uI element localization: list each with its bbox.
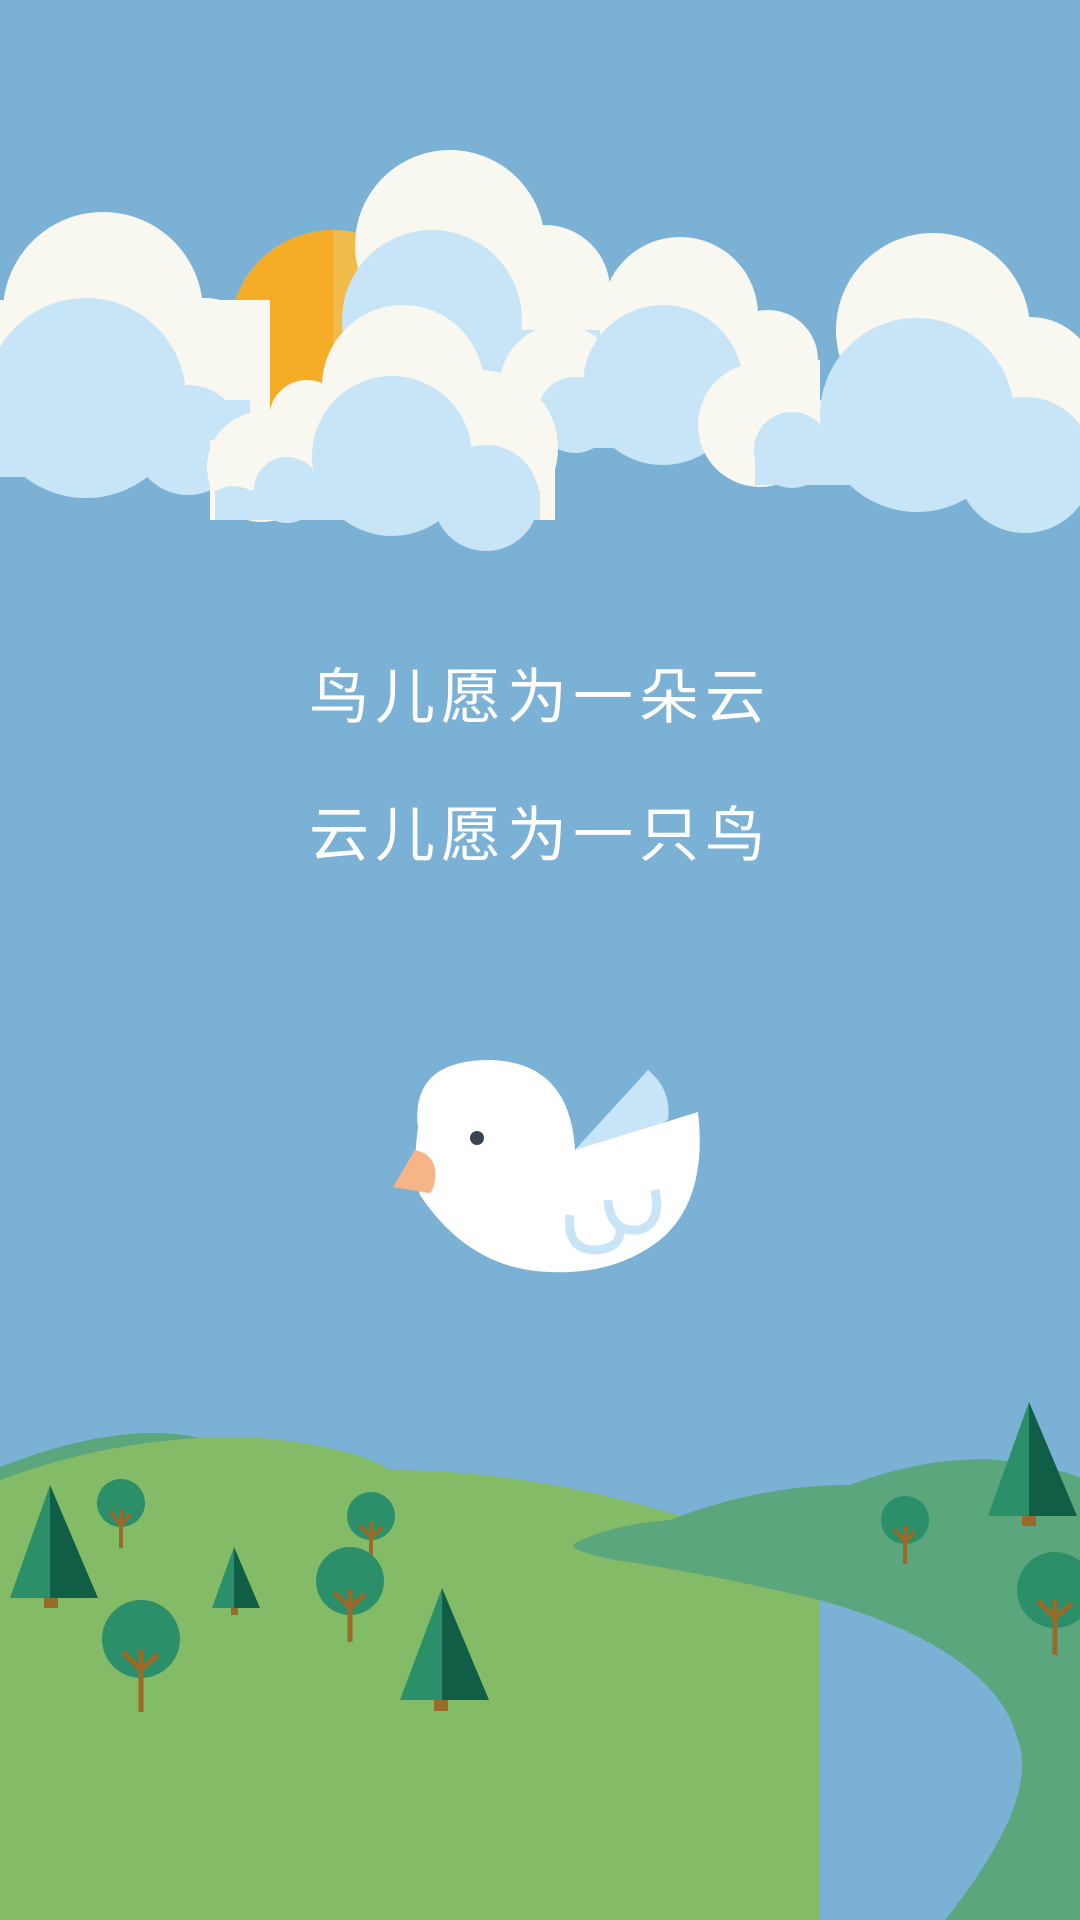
round-tree-icon — [347, 1492, 395, 1556]
round-tree-icon — [1017, 1552, 1080, 1655]
pine-tree-icon — [400, 1588, 489, 1711]
cloud-icon — [698, 233, 1080, 533]
pine-tree-icon — [212, 1547, 260, 1615]
pine-tree-icon — [988, 1402, 1077, 1526]
round-tree-icon — [102, 1600, 180, 1712]
poem-line-1: 鸟儿愿为一朵云 — [309, 663, 771, 733]
round-tree-icon — [316, 1547, 384, 1642]
cloud-icon — [0, 212, 270, 498]
bird-icon — [393, 1060, 700, 1273]
pine-tree-icon — [10, 1485, 98, 1608]
poem-line-2: 云儿愿为一只鸟 — [309, 801, 771, 871]
round-tree-icon — [97, 1479, 145, 1548]
cloud-icon — [207, 305, 558, 551]
round-tree-icon — [881, 1496, 929, 1564]
